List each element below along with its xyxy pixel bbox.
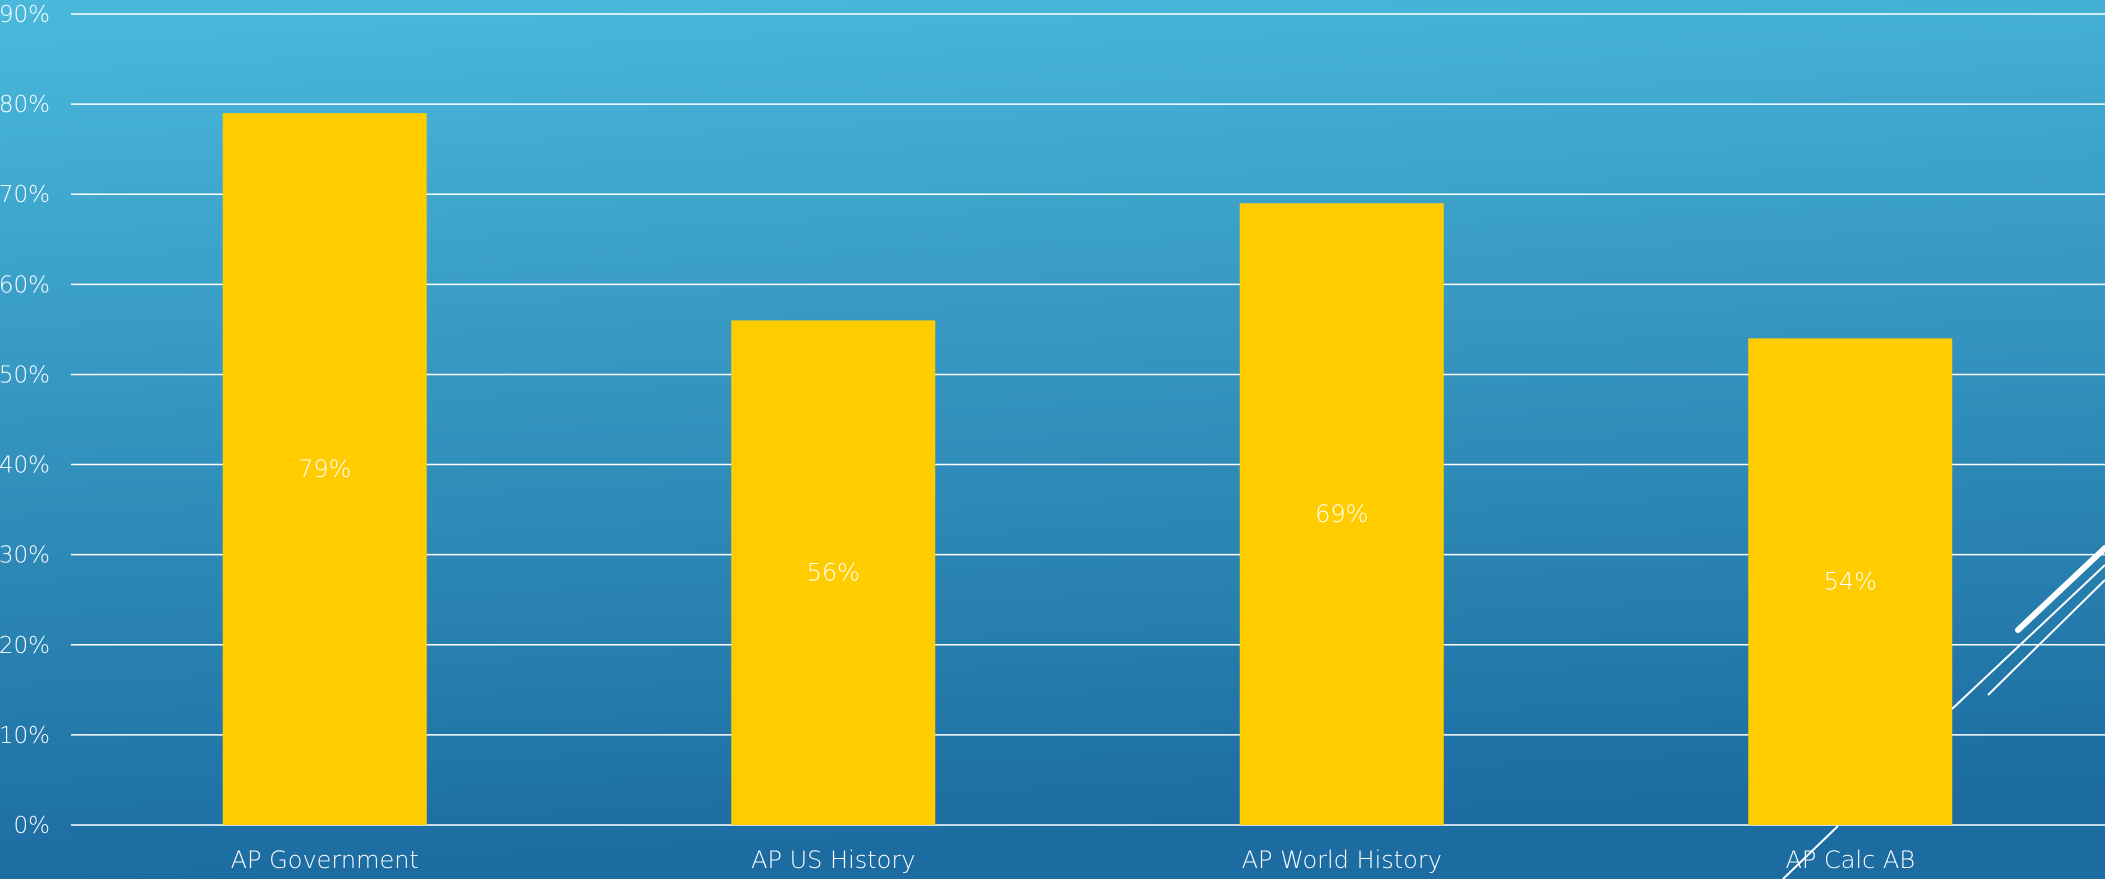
decorative-line <box>1782 825 1839 879</box>
decorative-line <box>2015 545 2105 633</box>
y-tick-label: 50% <box>0 362 50 388</box>
labels: 0% 10% 20% 30% 40% 50% 60% 70% 80% 90% 79% AP Gover… <box>0 2 1915 874</box>
y-tick-label: 90% <box>0 2 50 28</box>
data-label: 54% <box>1824 568 1877 596</box>
x-tick-label: AP US History <box>751 846 915 874</box>
data-label: 69% <box>1315 500 1368 528</box>
bar <box>1239 203 1444 825</box>
y-tick-label: 40% <box>0 453 50 479</box>
y-tick-label: 10% <box>0 723 50 749</box>
bar <box>222 113 427 826</box>
data-label: 56% <box>807 559 860 587</box>
decorative-line <box>1951 564 2105 710</box>
y-tick-label: 0% <box>14 813 51 839</box>
y-tick-label: 60% <box>0 272 50 298</box>
x-tick-label: AP Calc AB <box>1785 846 1915 874</box>
bars <box>222 113 1953 826</box>
bar <box>731 320 936 825</box>
y-tick-label: 30% <box>0 543 50 569</box>
y-tick-label: 70% <box>0 182 50 208</box>
bar <box>1748 338 1953 825</box>
y-tick-label: 80% <box>0 92 50 118</box>
data-label: 79% <box>298 455 351 483</box>
x-tick-label: AP World History <box>1242 846 1442 874</box>
decorative-lines <box>1782 545 2105 879</box>
x-tick-label: AP Government <box>231 846 419 874</box>
y-tick-label: 20% <box>0 633 50 659</box>
decorative-line <box>1987 579 2105 696</box>
